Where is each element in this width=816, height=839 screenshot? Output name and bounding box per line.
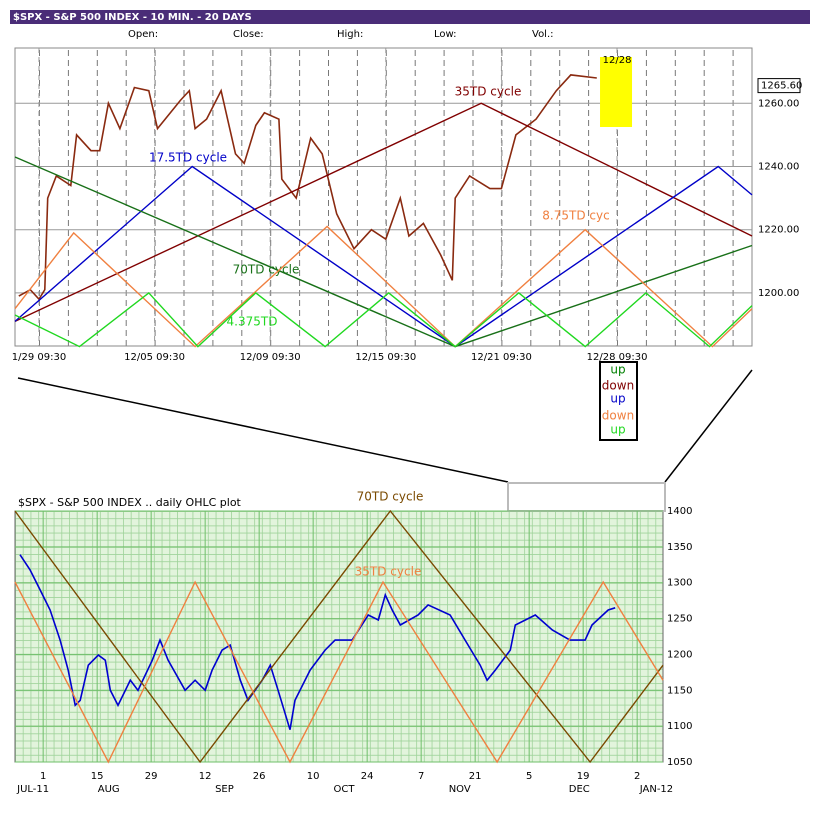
direction-key-item: down bbox=[602, 379, 634, 393]
x-tick-label: 12/28 09:30 bbox=[587, 352, 648, 363]
chart-title: $SPX - S&P 500 INDEX .. daily OHLC plot bbox=[18, 496, 242, 509]
x-tick-label: 12 bbox=[199, 771, 212, 782]
y-tick-label: 1350 bbox=[667, 542, 692, 553]
x-tick-label: 12/09 09:30 bbox=[240, 352, 301, 363]
cycle-line bbox=[14, 580, 664, 764]
x-tick-label: 29 bbox=[145, 771, 158, 782]
cycle-line bbox=[14, 225, 753, 348]
x-tick-label: 1/29 09:30 bbox=[12, 352, 66, 363]
x-tick-label: AUG bbox=[98, 784, 120, 795]
cycle-line bbox=[14, 291, 753, 348]
direction-key-item: up bbox=[610, 363, 625, 377]
x-tick-label: 7 bbox=[418, 771, 424, 782]
field-label: Low: bbox=[434, 29, 457, 40]
x-tick-label: 1 bbox=[40, 771, 46, 782]
x-tick-label: JAN-12 bbox=[639, 784, 673, 795]
cycle-label: 70TD cycle bbox=[357, 490, 424, 504]
zoom-window bbox=[507, 482, 666, 512]
y-tick-label: 1150 bbox=[667, 685, 692, 696]
cycle-label: 17.5TD cycle bbox=[149, 151, 227, 165]
x-tick-label: OCT bbox=[334, 784, 356, 795]
x-tick-label: 5 bbox=[526, 771, 532, 782]
x-tick-label: 10 bbox=[307, 771, 320, 782]
zoom-connector bbox=[664, 369, 753, 483]
cycle-line bbox=[14, 509, 664, 764]
field-label: Open: bbox=[128, 29, 158, 40]
price-line bbox=[19, 554, 616, 730]
x-tick-label: 24 bbox=[361, 771, 374, 782]
x-tick-label: DEC bbox=[569, 784, 590, 795]
cycle-label: 4.375TD bbox=[227, 315, 278, 329]
y-tick-label: 1260.00 bbox=[758, 98, 799, 109]
y-tick-label: 1250 bbox=[667, 614, 692, 625]
y-tick-label: 1240.00 bbox=[758, 162, 799, 173]
cycle-label: 35TD cycle bbox=[455, 85, 522, 99]
direction-key-box bbox=[599, 361, 638, 441]
plot-area bbox=[14, 47, 753, 347]
y-tick-label: 1200 bbox=[667, 649, 692, 660]
last-price-label: 1265.60 bbox=[761, 81, 802, 92]
field-label: High: bbox=[337, 29, 363, 40]
x-tick-label: JUL-11 bbox=[16, 784, 49, 795]
x-tick-label: 26 bbox=[253, 771, 266, 782]
direction-key-item: up bbox=[610, 423, 625, 437]
x-tick-label: 12/05 09:30 bbox=[124, 352, 185, 363]
x-tick-label: 19 bbox=[577, 771, 590, 782]
x-tick-label: 12/21 09:30 bbox=[471, 352, 532, 363]
plot-area bbox=[14, 510, 664, 763]
last-price-box bbox=[757, 78, 801, 94]
highlight-box bbox=[600, 57, 633, 127]
x-tick-label: 2 bbox=[634, 771, 640, 782]
y-tick-label: 1200.00 bbox=[758, 288, 799, 299]
x-tick-label: 12/15 09:30 bbox=[355, 352, 416, 363]
x-tick-label: 21 bbox=[469, 771, 482, 782]
zoom-connector bbox=[17, 377, 509, 483]
y-tick-label: 1050 bbox=[667, 757, 692, 768]
x-tick-label: SEP bbox=[215, 784, 234, 795]
title-bar bbox=[10, 10, 810, 24]
y-tick-label: 1300 bbox=[667, 578, 692, 589]
y-tick-label: 1400 bbox=[667, 506, 692, 517]
direction-key-item: down bbox=[602, 409, 634, 423]
x-tick-label: 15 bbox=[91, 771, 104, 782]
cycle-label: 8.75TD cyc bbox=[542, 209, 609, 223]
field-label: Close: bbox=[233, 29, 264, 40]
y-tick-label: 1100 bbox=[667, 721, 692, 732]
field-label: Vol.: bbox=[532, 29, 554, 40]
x-tick-label: NOV bbox=[449, 784, 471, 795]
cycle-label: 70TD cycle bbox=[233, 263, 300, 277]
chart-title: $SPX - S&P 500 INDEX - 10 MIN. - 20 DAYS bbox=[13, 12, 252, 23]
cycle-line bbox=[14, 102, 753, 323]
y-tick-label: 1220.00 bbox=[758, 225, 799, 236]
highlight-label: 12/28 bbox=[603, 55, 632, 66]
cycle-label: 35TD cycle bbox=[355, 565, 422, 579]
price-line bbox=[18, 74, 597, 301]
direction-key-item: up bbox=[610, 392, 625, 406]
